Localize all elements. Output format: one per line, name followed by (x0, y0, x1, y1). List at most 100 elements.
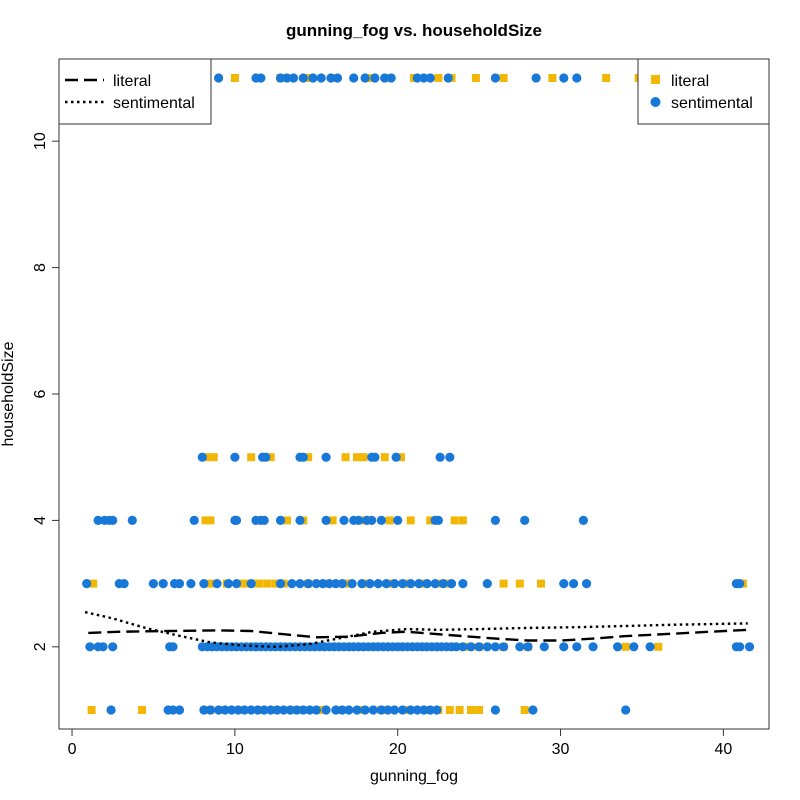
sentimental-point (515, 642, 525, 652)
sentimental-point (233, 705, 243, 715)
sentimental-point (499, 642, 509, 652)
sentimental-point (430, 579, 440, 589)
sentimental-point (438, 579, 448, 589)
sentimental-point (490, 73, 500, 83)
sentimental-point (285, 705, 295, 715)
sentimental-point (613, 642, 623, 652)
sentimental-point (292, 705, 302, 715)
x-tick-label: 20 (389, 741, 407, 758)
x-axis-label: gunning_fog (370, 768, 458, 785)
sentimental-point (158, 579, 168, 589)
sentimental-point (288, 73, 299, 83)
literal-point (499, 579, 508, 588)
literal-point (450, 516, 459, 525)
sentimental-point (490, 705, 500, 715)
sentimental-point (311, 579, 321, 589)
sentimental-point (212, 579, 222, 589)
sentimental-point (108, 642, 118, 652)
sentimental-point (482, 579, 492, 589)
sentimental-point (119, 579, 129, 589)
sentimental-point (578, 515, 589, 526)
sentimental-point (214, 705, 224, 715)
legend-literal-marker (651, 75, 660, 84)
sentimental-point (127, 515, 137, 526)
literal-point (87, 706, 96, 714)
sentimental-point (324, 579, 334, 589)
sentimental-point (446, 579, 457, 589)
sentimental-point (272, 705, 282, 715)
legend-lines: literal sentimental (58, 58, 212, 125)
sentimental-point (259, 705, 269, 715)
sentimental-point (339, 515, 349, 526)
literal-point (206, 579, 215, 588)
sentimental-point (318, 579, 328, 589)
sentimental-point (406, 705, 416, 715)
sentimental-point (253, 705, 263, 715)
sentimental-point (282, 73, 292, 83)
y-axis: 2 4 6 8 10 (32, 132, 60, 651)
sentimental-point (231, 579, 242, 589)
sentimental-point (295, 579, 305, 589)
sentimental-point (433, 515, 443, 526)
sentimental-point (569, 579, 579, 589)
sentimental-point (108, 515, 118, 526)
points-layer (82, 73, 755, 715)
literal-point (239, 579, 247, 588)
sentimental-point (308, 73, 318, 83)
literal-point (455, 706, 464, 714)
sentimental-point (389, 705, 400, 715)
literal-point (445, 706, 454, 714)
sentimental-point (332, 73, 343, 83)
literal-point (263, 579, 272, 588)
sentimental-point (98, 642, 108, 652)
sentimental-point (231, 515, 242, 526)
sentimental-point (368, 705, 378, 715)
y-tick-label: 4 (32, 516, 49, 525)
sentimental-point (275, 579, 286, 589)
sentimental-point (588, 642, 598, 652)
sentimental-point (199, 705, 209, 715)
sentimental-point (337, 705, 347, 715)
sentimental-point (582, 579, 592, 589)
literal-point (266, 453, 275, 462)
sentimental-point (168, 705, 178, 715)
sentimental-point (240, 705, 250, 715)
sentimental-point (735, 642, 745, 652)
sentimental-point (259, 515, 269, 526)
sentimental-point (645, 642, 655, 652)
sentimental-point (199, 579, 209, 589)
sentimental-point (326, 73, 336, 83)
sentimental-point (360, 73, 370, 83)
sentimental-trend-line (84, 610, 748, 649)
literal-point (247, 453, 256, 462)
literal-point (138, 706, 147, 714)
sentimental-point (279, 705, 289, 715)
literal-point (230, 74, 239, 82)
sentimental-point (311, 705, 321, 715)
sentimental-point (523, 642, 533, 652)
legend-sentimental-line-label: sentimental (113, 95, 195, 112)
sentimental-point (298, 73, 308, 83)
y-tick-label: 6 (32, 389, 49, 398)
sentimental-point (321, 515, 331, 526)
sentimental-point (347, 579, 357, 589)
sentimental-point (298, 452, 308, 462)
sentimental-point (287, 579, 297, 589)
literal-point (304, 74, 313, 82)
sentimental-point (305, 705, 315, 715)
x-axis: 0 10 20 30 40 (68, 728, 732, 758)
sentimental-point (352, 705, 362, 715)
sentimental-point (386, 73, 396, 83)
sentimental-point (451, 642, 461, 652)
literal-point (548, 74, 557, 82)
literal-point (366, 74, 374, 82)
sentimental-point (106, 705, 116, 715)
sentimental-point (298, 705, 308, 715)
sentimental-point (367, 515, 377, 526)
sentimental-point (443, 73, 453, 83)
sentimental-point (174, 705, 185, 715)
legend-lines-box (58, 58, 212, 125)
sentimental-point (376, 515, 386, 526)
literal-point (406, 516, 415, 525)
